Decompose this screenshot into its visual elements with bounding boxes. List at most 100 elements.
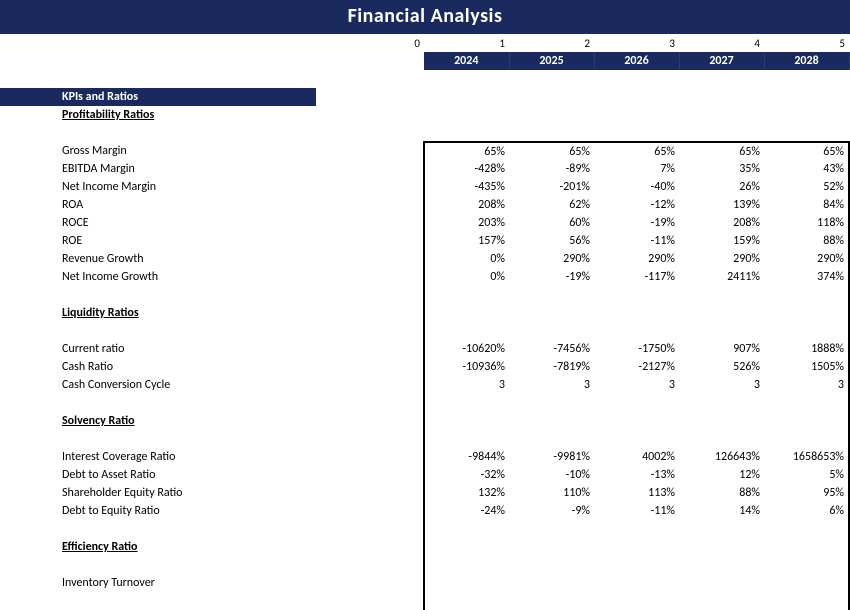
- metric-value: -32%: [424, 466, 509, 484]
- metric-value: -9%: [509, 502, 594, 520]
- metric-label: Current ratio: [0, 340, 316, 358]
- metric-value: 203%: [424, 214, 509, 232]
- metric-value: [679, 574, 764, 592]
- metric-value: 1505%: [764, 358, 849, 376]
- page-title: Financial Analysis: [0, 0, 850, 34]
- metric-value: 208%: [679, 214, 764, 232]
- metric-label: Shareholder Equity Ratio: [0, 484, 316, 502]
- year-header: 2024: [424, 52, 509, 70]
- section-band: KPIs and Ratios: [0, 88, 316, 106]
- metric-value: 65%: [509, 142, 594, 160]
- metric-value: [424, 574, 509, 592]
- table-row: Debt to Asset Ratio-32%-10%-13%12%5%: [0, 466, 849, 484]
- section-subhead: Liquidity Ratios: [0, 304, 316, 322]
- metric-value: 3: [594, 376, 679, 394]
- metric-label: Revenue Growth: [0, 250, 316, 268]
- table-row: Revenue Growth0%290%290%290%290%: [0, 250, 849, 268]
- metric-value: -9981%: [509, 448, 594, 466]
- year-header: 2028: [764, 52, 849, 70]
- table-row: Current ratio-10620%-7456%-1750%907%1888…: [0, 340, 849, 358]
- metric-label: Net Income Growth: [0, 268, 316, 286]
- metric-value: 290%: [764, 250, 849, 268]
- metric-value: 118%: [764, 214, 849, 232]
- table-row: ROA208%62%-12%139%84%: [0, 196, 849, 214]
- metric-value: [509, 574, 594, 592]
- metric-value: 52%: [764, 178, 849, 196]
- metric-value: 65%: [679, 142, 764, 160]
- metric-value: 290%: [594, 250, 679, 268]
- section-subhead: Profitability Ratios: [0, 106, 316, 124]
- metric-value: -428%: [424, 160, 509, 178]
- metric-value: 6%: [764, 502, 849, 520]
- metric-value: -40%: [594, 178, 679, 196]
- metric-value: 139%: [679, 196, 764, 214]
- metric-value: 1658653%: [764, 448, 849, 466]
- col-index: 0: [316, 34, 424, 52]
- metric-value: 65%: [594, 142, 679, 160]
- metric-value: 43%: [764, 160, 849, 178]
- metric-value: 14%: [679, 502, 764, 520]
- metric-value: 26%: [679, 178, 764, 196]
- metric-value: [764, 574, 849, 592]
- metric-value: 7%: [594, 160, 679, 178]
- metric-value: 159%: [679, 232, 764, 250]
- table-row: Debt to Equity Ratio-24%-9%-11%14%6%: [0, 502, 849, 520]
- column-index-row: 0 1 2 3 4 5: [0, 34, 849, 52]
- metric-value: -12%: [594, 196, 679, 214]
- metric-label: EBITDA Margin: [0, 160, 316, 178]
- metric-value: 526%: [679, 358, 764, 376]
- section-subhead: Solvency Ratio: [0, 412, 316, 430]
- metric-value: 4002%: [594, 448, 679, 466]
- metric-value: 0%: [424, 268, 509, 286]
- metric-value: 60%: [509, 214, 594, 232]
- col-index: 5: [764, 34, 849, 52]
- table-row: Shareholder Equity Ratio132%110%113%88%9…: [0, 484, 849, 502]
- metric-value: 110%: [509, 484, 594, 502]
- table-row: Net Income Growth0%-19%-117%2411%374%: [0, 268, 849, 286]
- metric-value: [594, 574, 679, 592]
- metric-value: -89%: [509, 160, 594, 178]
- year-header: 2026: [594, 52, 679, 70]
- year-header-row: 2024 2025 2026 2027 2028: [0, 52, 849, 70]
- metric-value: -435%: [424, 178, 509, 196]
- table-row: Net Income Margin-435%-201%-40%26%52%: [0, 178, 849, 196]
- metric-value: -11%: [594, 232, 679, 250]
- metric-value: 208%: [424, 196, 509, 214]
- table-row: Interest Coverage Ratio -9844%-9981%4002%…: [0, 448, 849, 466]
- metric-label: Interest Coverage Ratio: [0, 448, 316, 466]
- metric-value: -2127%: [594, 358, 679, 376]
- metric-value: 88%: [679, 484, 764, 502]
- metric-value: -13%: [594, 466, 679, 484]
- metric-value: 84%: [764, 196, 849, 214]
- metric-value: 290%: [679, 250, 764, 268]
- col-index: 1: [424, 34, 509, 52]
- metric-value: -201%: [509, 178, 594, 196]
- metric-value: 0%: [424, 250, 509, 268]
- table-row: EBITDA Margin -428%-89%7%35%43%: [0, 160, 849, 178]
- section-subhead: Efficiency Ratio: [0, 538, 316, 556]
- table-row: Inventory Turnover: [0, 574, 849, 592]
- metric-value: 56%: [509, 232, 594, 250]
- metric-value: 1888%: [764, 340, 849, 358]
- table-row: ROCE203%60%-19%208%118%: [0, 214, 849, 232]
- metric-value: 907%: [679, 340, 764, 358]
- metric-value: 132%: [424, 484, 509, 502]
- table-row: ROE157%56%-11%159%88%: [0, 232, 849, 250]
- metric-value: 3: [424, 376, 509, 394]
- metric-label: Cash Ratio: [0, 358, 316, 376]
- metric-value: 65%: [424, 142, 509, 160]
- metric-value: 65%: [764, 142, 849, 160]
- metric-value: 3: [509, 376, 594, 394]
- metric-value: 62%: [509, 196, 594, 214]
- metric-value: -9844%: [424, 448, 509, 466]
- metric-value: -24%: [424, 502, 509, 520]
- metric-value: 35%: [679, 160, 764, 178]
- metric-value: -19%: [509, 268, 594, 286]
- metric-label: Gross Margin: [0, 142, 316, 160]
- metric-value: -10936%: [424, 358, 509, 376]
- metric-value: 95%: [764, 484, 849, 502]
- metric-label: Debt to Asset Ratio: [0, 466, 316, 484]
- metric-label: ROE: [0, 232, 316, 250]
- table-row: Gross Margin65%65%65%65%65%: [0, 142, 849, 160]
- metric-value: 157%: [424, 232, 509, 250]
